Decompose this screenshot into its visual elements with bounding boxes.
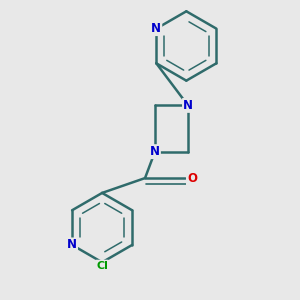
Text: O: O (187, 172, 197, 184)
Text: Cl: Cl (96, 261, 108, 271)
Text: N: N (151, 22, 161, 35)
Text: N: N (150, 145, 160, 158)
Text: N: N (183, 99, 193, 112)
Text: N: N (67, 238, 77, 251)
